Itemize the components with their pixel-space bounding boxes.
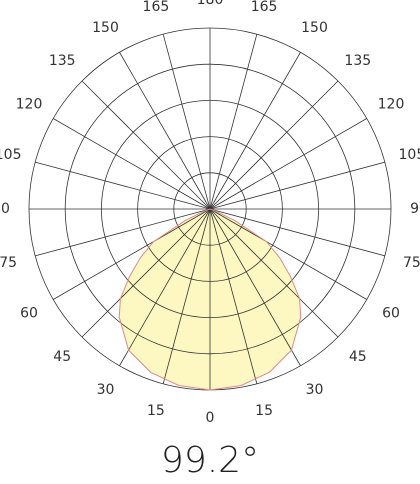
angle-label: 45 xyxy=(349,349,367,365)
angle-label: 150 xyxy=(301,20,328,36)
spoke xyxy=(81,80,211,210)
angle-label: 135 xyxy=(344,53,371,69)
intensity-area xyxy=(210,209,301,390)
angle-label: 75 xyxy=(403,255,420,271)
spoke xyxy=(209,52,301,210)
spoke xyxy=(53,208,211,300)
spoke xyxy=(35,161,211,210)
angle-label: 135 xyxy=(49,53,76,69)
spoke xyxy=(35,208,211,257)
spoke xyxy=(209,208,385,257)
angle-label: 105 xyxy=(399,147,420,163)
angle-label: 60 xyxy=(20,306,38,322)
angle-label: 150 xyxy=(92,20,119,36)
beam-angle: 99.2° xyxy=(161,440,259,481)
angle-label: 0 xyxy=(206,410,215,426)
intensity-curve xyxy=(118,208,211,391)
spoke xyxy=(209,161,385,210)
spoke xyxy=(209,208,258,384)
angle-label: 90 xyxy=(0,201,10,217)
angle-label: 90 xyxy=(410,201,420,217)
spoke xyxy=(209,208,301,366)
spoke xyxy=(81,208,211,338)
angle-label: 75 xyxy=(0,255,17,271)
angle-label: 180 xyxy=(197,0,224,8)
angle-label: 165 xyxy=(143,0,170,15)
angle-label: 15 xyxy=(255,403,273,419)
spoke xyxy=(209,118,367,210)
spoke xyxy=(209,208,339,338)
spoke xyxy=(162,208,211,384)
intensity-curve xyxy=(209,208,302,391)
angle-label: 120 xyxy=(378,97,405,113)
spoke xyxy=(119,52,211,210)
spoke xyxy=(209,80,339,210)
spoke xyxy=(53,118,211,210)
angle-label: 30 xyxy=(306,382,324,398)
spoke xyxy=(119,208,211,366)
spoke xyxy=(162,34,211,210)
angle-label: 30 xyxy=(97,382,115,398)
angle-label: 105 xyxy=(0,147,21,163)
angle-label: 120 xyxy=(16,97,43,113)
angle-label: 60 xyxy=(382,306,400,322)
spoke xyxy=(209,208,367,300)
angle-label: 165 xyxy=(251,0,278,15)
angle-label: 45 xyxy=(53,349,71,365)
spoke xyxy=(209,34,258,210)
angle-label: 15 xyxy=(147,403,165,419)
intensity-area xyxy=(119,209,210,390)
